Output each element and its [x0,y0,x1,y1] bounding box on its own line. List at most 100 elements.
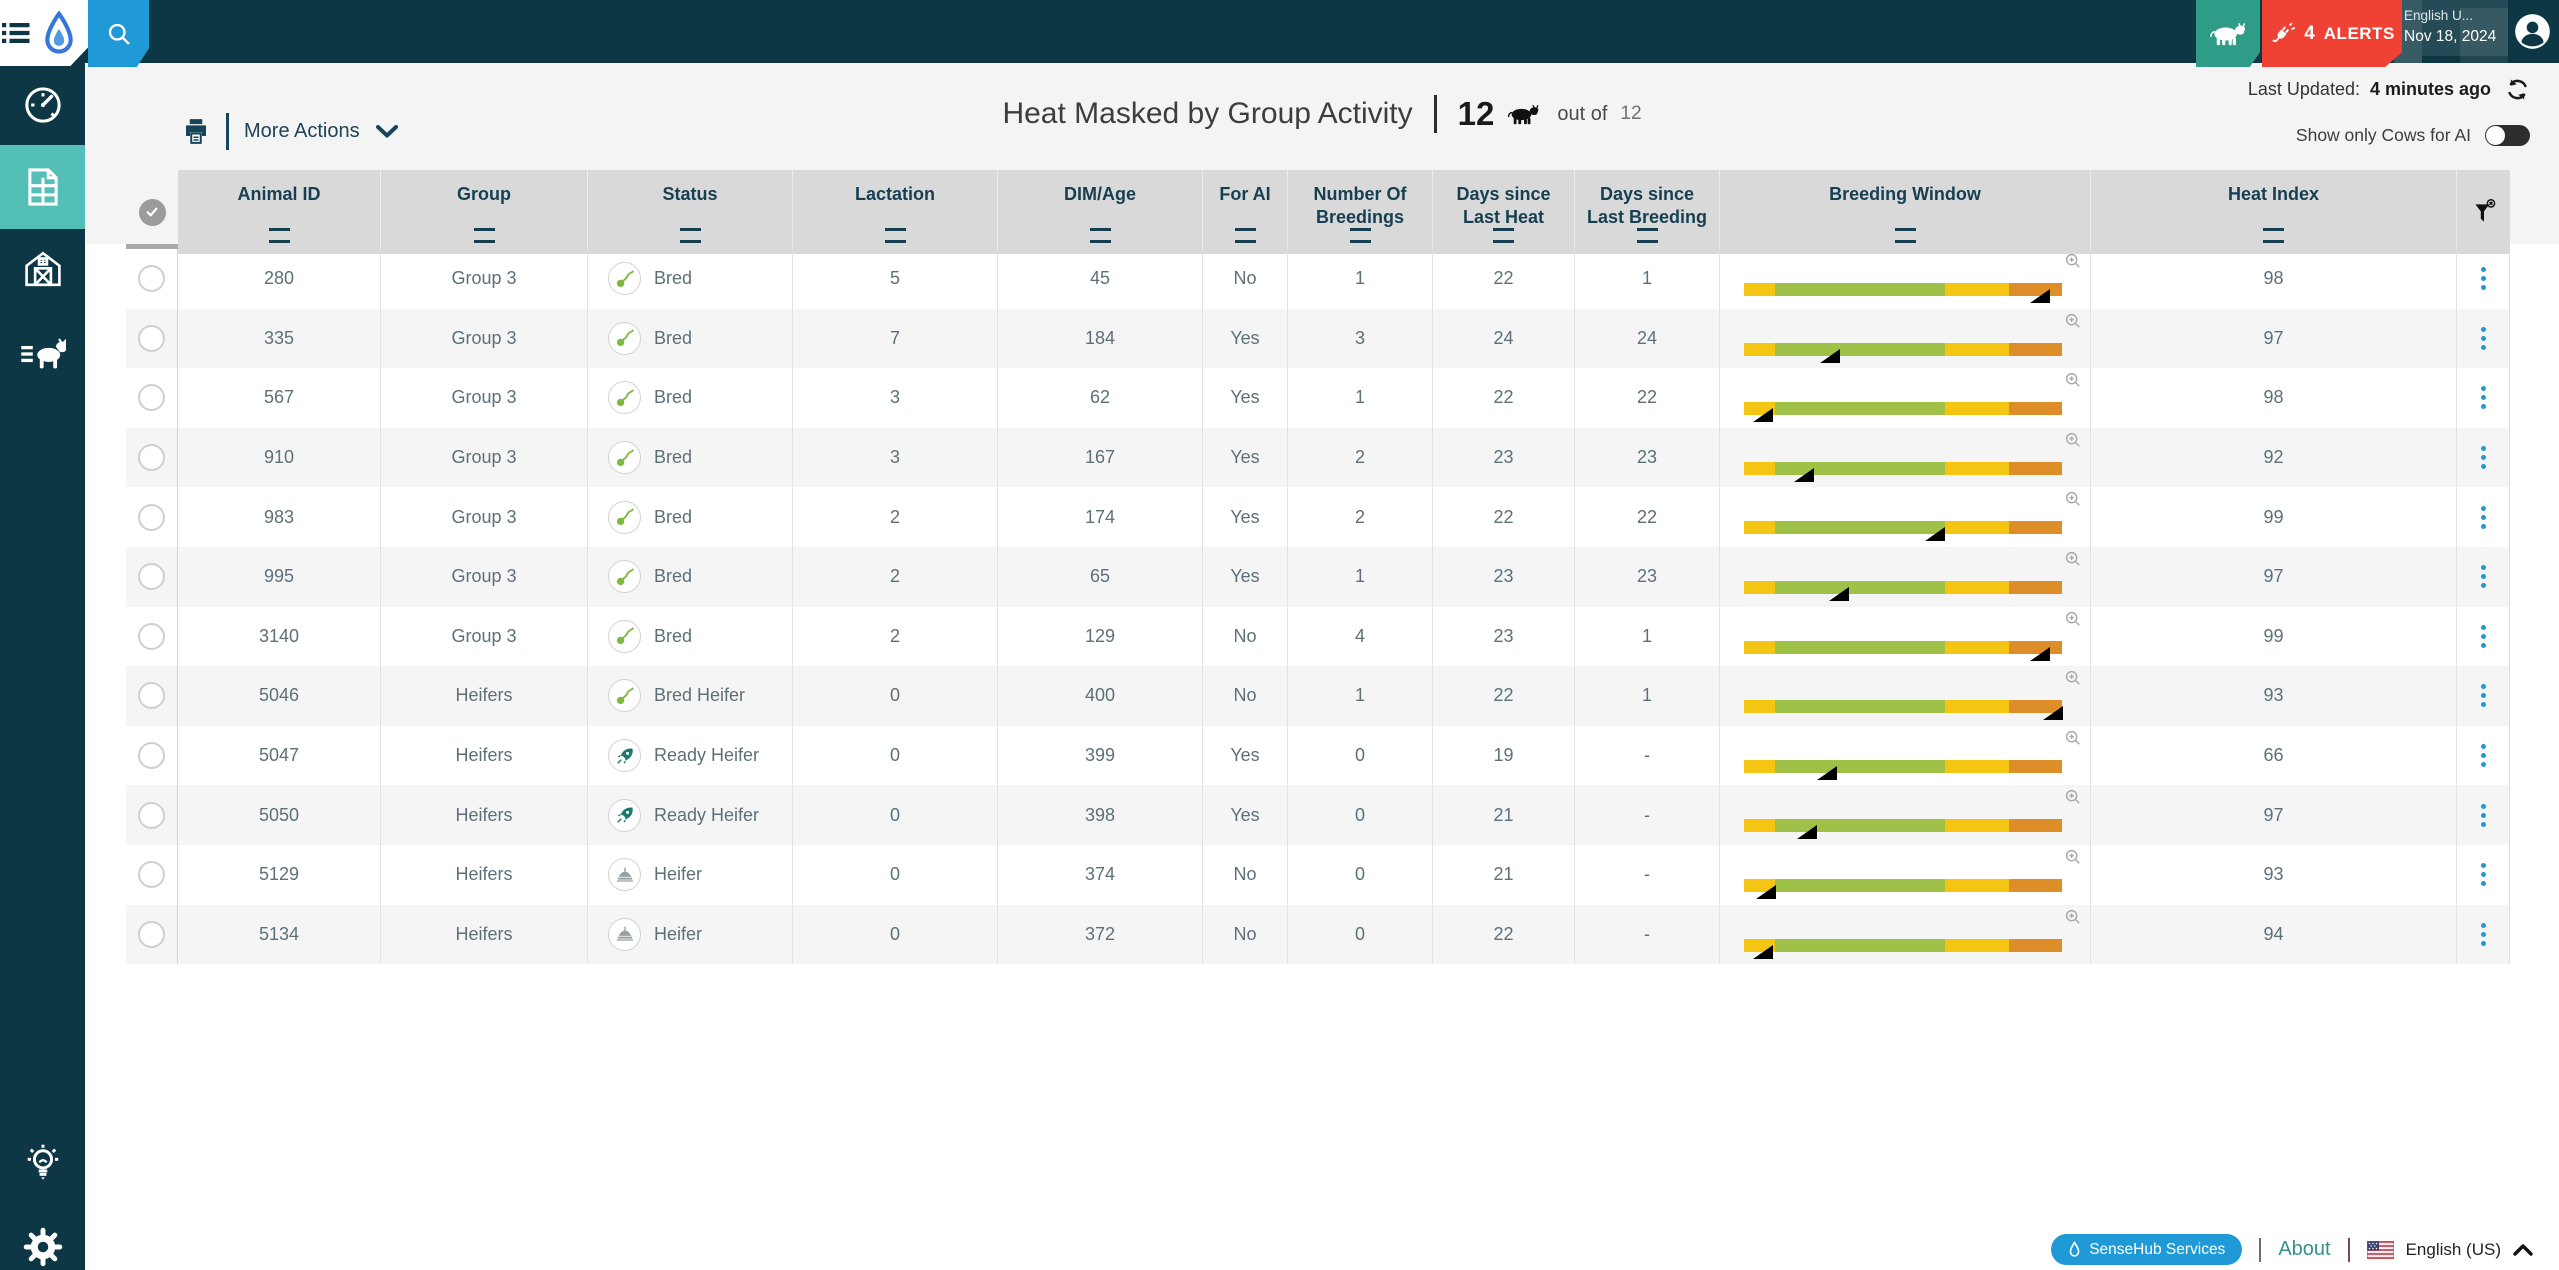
account-button[interactable] [2514,13,2551,50]
table-row[interactable]: 335 Group 3 Bred 7 184 Yes 3 24 24 97 [126,309,2510,369]
magnifier-plus-icon[interactable] [2064,908,2082,926]
table-row[interactable]: 910 Group 3 Bred 3 167 Yes 2 23 23 92 [126,428,2510,488]
table-row[interactable]: 995 Group 3 Bred 2 65 Yes 1 23 23 97 [126,547,2510,607]
cows-button[interactable] [2196,0,2260,67]
sidebar-item-reports[interactable] [0,145,85,229]
cell-lactation: 2 [793,547,998,607]
language-selector[interactable]: English (US) [2367,1240,2533,1260]
row-menu-button[interactable] [2473,915,2494,954]
breeding-window-segment [1945,462,2009,475]
filter-clear-icon[interactable] [2471,198,2497,228]
cell-for-ai: Yes [1203,547,1288,607]
breeding-window-segment [1744,581,1775,594]
sensehub-services-button[interactable]: SenseHub Services [2051,1234,2242,1265]
ai-toggle-switch[interactable] [2485,125,2530,146]
row-menu-button[interactable] [2473,855,2494,894]
column-header-number-of-breedings[interactable]: Number Of Breedings [1288,170,1433,254]
magnifier-plus-icon[interactable] [2064,490,2082,508]
column-filter-icon[interactable] [885,228,906,243]
refresh-button[interactable] [2505,77,2530,102]
table-row[interactable]: 280 Group 3 Bred 5 45 No 1 22 1 98 [126,249,2510,309]
column-header-heat-index[interactable]: Heat Index [2091,170,2457,254]
row-menu-button[interactable] [2473,617,2494,656]
table-row[interactable]: 5046 Heifers Bred Heifer 0 400 No 1 22 1… [126,666,2510,726]
menu-list-icon[interactable] [2,18,32,48]
row-select-cell [126,547,178,607]
row-select-radio[interactable] [138,682,165,709]
column-header-dim-age[interactable]: DIM/Age [998,170,1203,254]
sidebar-item-farm[interactable] [0,227,85,311]
magnifier-plus-icon[interactable] [2064,252,2082,270]
column-filter-icon[interactable] [1090,228,1111,243]
breeding-window-marker [1756,885,1776,899]
table-row[interactable]: 5050 Heifers Ready Heifer 0 398 Yes 0 21… [126,785,2510,845]
table-row[interactable]: 983 Group 3 Bred 2 174 Yes 2 22 22 99 [126,487,2510,547]
row-select-radio[interactable] [138,325,165,352]
column-header-status[interactable]: Status [588,170,793,254]
magnifier-plus-icon[interactable] [2064,312,2082,330]
row-menu-button[interactable] [2473,319,2494,358]
cell-heat-index: 93 [2091,666,2457,726]
row-menu-button[interactable] [2473,378,2494,417]
app-screen: 4 ALERTS English U... Nov 18, 2024 [0,0,2559,1270]
column-filter-icon[interactable] [1350,228,1371,243]
magnifier-plus-icon[interactable] [2064,371,2082,389]
account-icon [2514,13,2551,50]
sidebar-item-settings[interactable] [0,1217,85,1270]
row-select-radio[interactable] [138,504,165,531]
magnifier-plus-icon[interactable] [2064,431,2082,449]
row-menu-button[interactable] [2473,736,2494,775]
row-select-radio[interactable] [138,265,165,292]
sidebar-item-tips[interactable] [0,1133,85,1193]
select-all-button[interactable] [139,199,166,226]
column-header-animal-id[interactable]: Animal ID [178,170,381,254]
row-select-radio[interactable] [138,861,165,888]
row-menu-button[interactable] [2473,259,2494,298]
table-row[interactable]: 5047 Heifers Ready Heifer 0 399 Yes 0 19… [126,726,2510,786]
magnifier-plus-icon[interactable] [2064,669,2082,687]
row-menu-button[interactable] [2473,676,2494,715]
table-row[interactable]: 567 Group 3 Bred 3 62 Yes 1 22 22 98 [126,368,2510,428]
row-menu-button[interactable] [2473,557,2494,596]
magnifier-plus-icon[interactable] [2064,550,2082,568]
about-link[interactable]: About [2278,1238,2330,1261]
sidebar-item-dashboard[interactable] [0,63,85,147]
search-button[interactable] [88,0,149,67]
cell-for-ai: No [1203,845,1288,905]
column-header-days-since-last-breeding[interactable]: Days since Last Breeding [1575,170,1720,254]
alerts-button[interactable]: 4 ALERTS [2262,0,2402,67]
column-filter-icon[interactable] [2263,228,2284,243]
row-select-radio[interactable] [138,384,165,411]
column-filter-icon[interactable] [1493,228,1514,243]
magnifier-plus-icon[interactable] [2064,610,2082,628]
row-select-radio[interactable] [138,623,165,650]
row-select-radio[interactable] [138,563,165,590]
table-row[interactable]: 5134 Heifers Heifer 0 372 No 0 22 - 94 [126,905,2510,965]
table-row[interactable]: 3140 Group 3 Bred 2 129 No 4 23 1 99 [126,607,2510,667]
column-header-group[interactable]: Group [381,170,588,254]
column-header-lactation[interactable]: Lactation [793,170,998,254]
row-select-radio[interactable] [138,742,165,769]
column-filter-icon[interactable] [269,228,290,243]
cell-row-menu [2457,785,2510,845]
magnifier-plus-icon[interactable] [2064,729,2082,747]
column-filter-icon[interactable] [1895,228,1916,243]
row-select-radio[interactable] [138,921,165,948]
row-menu-button[interactable] [2473,796,2494,835]
row-menu-button[interactable] [2473,498,2494,537]
column-filter-icon[interactable] [474,228,495,243]
column-filter-icon[interactable] [1235,228,1256,243]
column-header-days-since-last-heat[interactable]: Days since Last Heat [1433,170,1575,254]
column-filter-icon[interactable] [1637,228,1658,243]
column-header-breeding-window[interactable]: Breeding Window [1720,170,2091,254]
table-row[interactable]: 5129 Heifers Heifer 0 374 No 0 21 - 93 [126,845,2510,905]
row-select-radio[interactable] [138,444,165,471]
topbar-language-date[interactable]: English U... Nov 18, 2024 [2404,8,2500,46]
row-select-radio[interactable] [138,802,165,829]
column-filter-icon[interactable] [680,228,701,243]
magnifier-plus-icon[interactable] [2064,788,2082,806]
sidebar-item-sort-gate[interactable] [0,311,85,395]
magnifier-plus-icon[interactable] [2064,848,2082,866]
column-header-for-ai[interactable]: For AI [1203,170,1288,254]
row-menu-button[interactable] [2473,438,2494,477]
